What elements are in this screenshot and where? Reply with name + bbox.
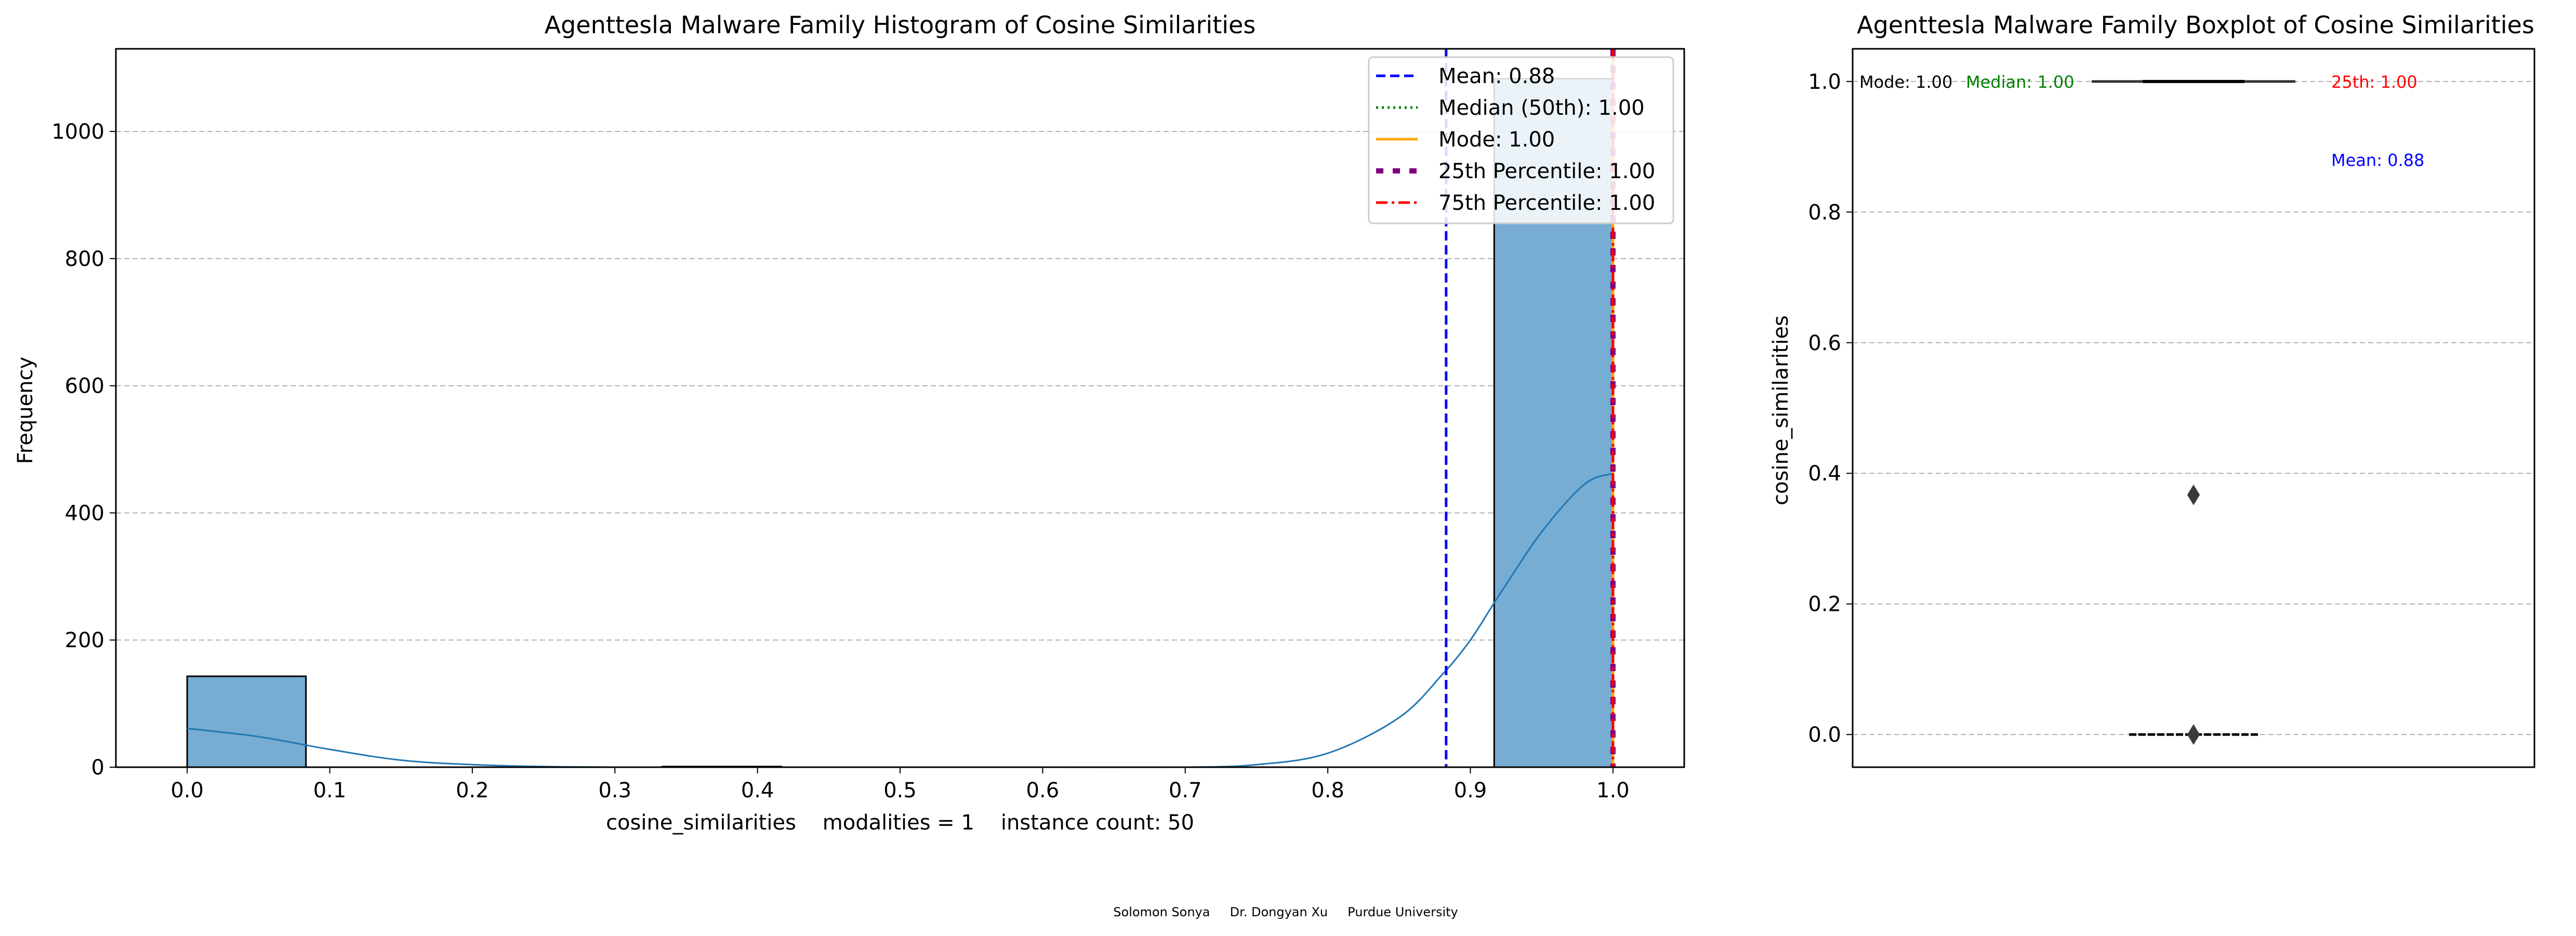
boxplot-title: Agenttesla Malware Family Boxplot of Cos…: [1857, 11, 2534, 39]
histogram-legend: Mean: 0.88 Median (50th): 1.00 Mode: 1.00 2…: [1368, 56, 1674, 224]
legend-label: Mode: 1.00: [1438, 128, 1555, 152]
x-tick-label: 0.5: [883, 779, 917, 803]
x-tick-label: 0.3: [598, 779, 631, 803]
y-tick-label: 0.8: [1808, 200, 1841, 224]
y-tick-label: 0.4: [1808, 462, 1841, 486]
histogram-gridlines: [116, 131, 1684, 641]
boxplot-marks: [2092, 79, 2295, 745]
y-tick-label: 0.6: [1808, 331, 1841, 355]
histogram-y-ticks: 0 200 400 600 800 1000: [51, 120, 116, 780]
boxplot-annotation: Median: 1.00: [1966, 72, 2075, 92]
y-tick-label: 1000: [51, 120, 104, 144]
x-tick-label: 0.2: [456, 779, 489, 803]
histogram-x-label: cosine_similarities modalities = 1 insta…: [606, 811, 1194, 835]
y-tick-label: 400: [65, 501, 104, 525]
boxplot-annotation: 25th: 1.00: [2331, 72, 2418, 92]
x-tick-label: 0.7: [1169, 779, 1202, 803]
histogram-y-label: Frequency: [14, 357, 37, 464]
boxplot-panel: Agenttesla Malware Family Boxplot of Cos…: [1769, 11, 2535, 768]
boxplot-annotations: Mode: 1.00 Median: 1.00 25th: 1.00 Mean: 0.…: [1859, 72, 2424, 170]
histogram-title: Agenttesla Malware Family Histogram of C…: [545, 11, 1256, 39]
histogram-x-ticks: 0.0 0.1 0.2 0.3 0.4 0.5 0.6 0.7 0.8 0.9 1.0: [170, 767, 1630, 803]
boxplot-annotation: Mode: 1.00: [1859, 72, 1952, 92]
legend-label: Median (50th): 1.00: [1438, 96, 1645, 120]
x-tick-label: 0.8: [1311, 779, 1344, 803]
footer-credit: Solomon Sonya Dr. Dongyan Xu Purdue Univ…: [1113, 905, 1458, 919]
histogram-panel: Agenttesla Malware Family Histogram of C…: [14, 11, 1685, 835]
boxplot-frame: [1852, 48, 2535, 768]
legend-label: Mean: 0.88: [1438, 64, 1555, 88]
y-tick-label: 200: [65, 629, 104, 652]
boxplot-annotation: Mean: 0.88: [2331, 151, 2424, 170]
boxplot-y-ticks: 0.0 0.2 0.4 0.6 0.8 1.0: [1808, 70, 1853, 747]
legend-label: 75th Percentile: 1.00: [1438, 191, 1655, 215]
histogram-bar: [186, 675, 307, 768]
x-tick-label: 0.6: [1026, 779, 1060, 803]
legend-label: 25th Percentile: 1.00: [1438, 159, 1655, 183]
x-tick-label: 0.4: [741, 779, 774, 803]
y-tick-label: 800: [65, 247, 104, 271]
x-tick-label: 0.9: [1454, 779, 1487, 803]
outlier-point: [2187, 484, 2200, 505]
y-tick-label: 600: [65, 375, 104, 398]
x-tick-label: 1.0: [1596, 779, 1630, 803]
x-tick-label: 0.1: [313, 779, 347, 803]
y-tick-label: 0.0: [1808, 723, 1841, 747]
y-tick-label: 0.2: [1808, 593, 1841, 617]
x-tick-label: 0.0: [170, 779, 204, 803]
y-tick-label: 1.0: [1808, 70, 1841, 94]
y-tick-label: 0: [91, 756, 104, 780]
boxplot-y-label: cosine_similarities: [1769, 315, 1793, 505]
outlier-point: [2187, 724, 2200, 745]
